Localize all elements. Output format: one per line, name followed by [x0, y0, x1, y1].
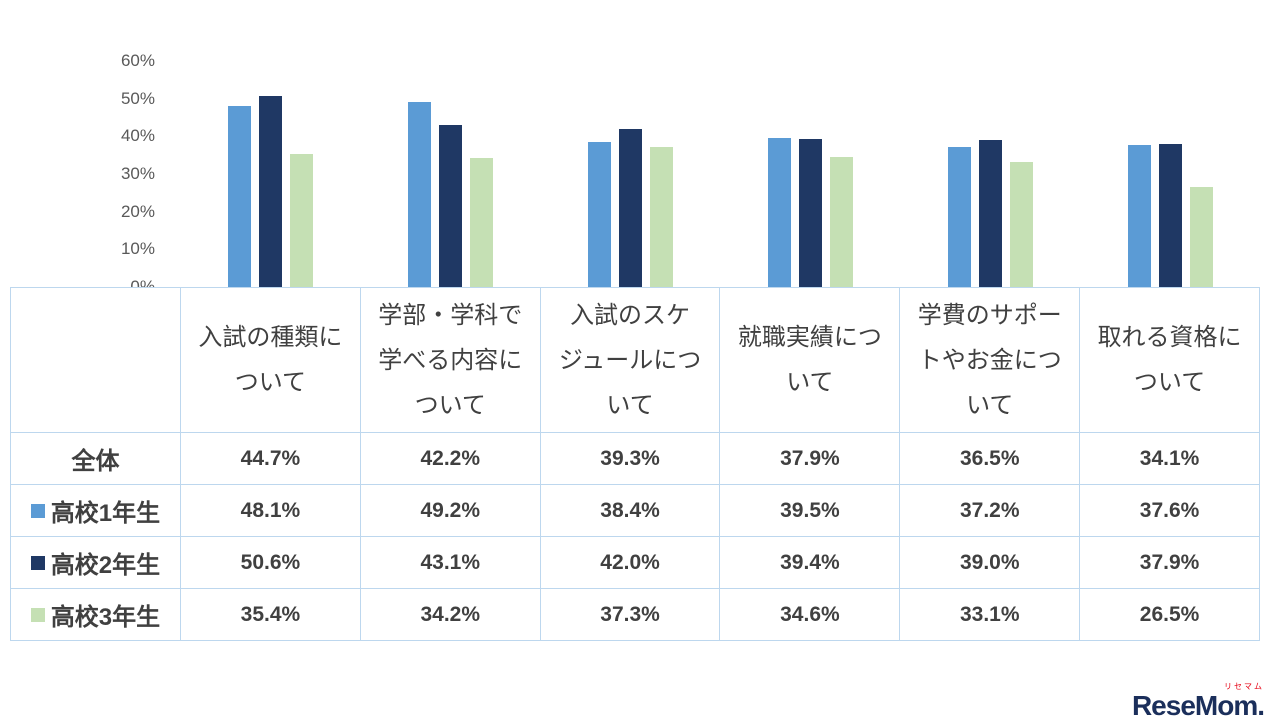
- value-cell: 38.4%: [540, 485, 721, 537]
- bar-高校3年生: [1009, 162, 1033, 287]
- category-header-cell: 入試のスケ ジュールにつ いて: [540, 288, 721, 433]
- y-tick-label: 60%: [120, 51, 155, 70]
- bar-高校2年生: [258, 96, 282, 287]
- resemom-logo-kana: リセマム: [1224, 682, 1264, 691]
- y-tick-label: 40%: [120, 126, 155, 146]
- bar-高校2年生: [978, 140, 1002, 287]
- row-label-cell: 高校2年生: [11, 537, 181, 589]
- category-header-cell: 取れる資格に ついて: [1080, 288, 1260, 433]
- resemom-logo: リセマム ReseMom.: [1131, 682, 1265, 721]
- resemom-logo-text: ReseMom.: [1131, 690, 1265, 721]
- value-cell: 34.2%: [360, 589, 541, 641]
- row-label-cell: 高校3年生: [11, 589, 181, 641]
- value-cell: 37.2%: [900, 485, 1081, 537]
- value-cell: 49.2%: [360, 485, 541, 537]
- value-cell: 35.4%: [181, 589, 361, 641]
- value-cell: 43.1%: [360, 537, 541, 589]
- legend-swatch: [30, 607, 45, 622]
- bar-group: [720, 61, 900, 287]
- bar-高校1年生: [947, 146, 971, 287]
- bar-group: [900, 61, 1080, 287]
- bar-group: [540, 61, 720, 287]
- table-corner-cell: [11, 288, 181, 433]
- bar-高校3年生: [469, 158, 493, 287]
- category-header-cell: 入試の種類に ついて: [181, 288, 361, 433]
- value-cell: 26.5%: [1080, 589, 1260, 641]
- value-cell: 42.0%: [540, 537, 721, 589]
- bar-高校1年生: [587, 142, 611, 287]
- value-cell: 44.7%: [181, 433, 361, 485]
- bar-高校1年生: [407, 101, 431, 287]
- bar-高校2年生: [798, 138, 822, 287]
- bar-group: [360, 61, 540, 287]
- row-label-cell: 全体: [11, 433, 181, 485]
- y-tick-label: 20%: [120, 201, 155, 221]
- value-cell: 34.1%: [1080, 433, 1260, 485]
- value-cell: 37.9%: [720, 433, 901, 485]
- row-label-text: 高校3年生: [50, 604, 161, 631]
- y-tick-label: 30%: [120, 164, 155, 183]
- value-cell: 48.1%: [181, 485, 361, 537]
- bar-高校3年生: [649, 146, 673, 287]
- bar-高校1年生: [1127, 145, 1151, 287]
- bar-高校3年生: [829, 156, 853, 287]
- value-cell: 42.2%: [360, 433, 541, 485]
- value-cell: 33.1%: [900, 589, 1081, 641]
- value-cell: 37.9%: [1080, 537, 1260, 589]
- category-header-cell: 学部・学科で 学べる内容に ついて: [360, 288, 541, 433]
- value-cell: 37.6%: [1080, 485, 1260, 537]
- bar-高校2年生: [438, 124, 462, 287]
- value-cell: 39.0%: [900, 537, 1081, 589]
- plot-area: [180, 61, 1260, 287]
- y-tick-label: 10%: [120, 239, 155, 259]
- bar-group: [1080, 61, 1260, 287]
- value-cell: 50.6%: [181, 537, 361, 589]
- bar-高校1年生: [767, 138, 791, 287]
- row-label-text: 高校2年生: [50, 552, 161, 579]
- category-header-cell: 学費のサポー トやお金につ いて: [900, 288, 1081, 433]
- value-cell: 39.3%: [540, 433, 721, 485]
- y-axis: 60%50%40%30%20%10%0%: [55, 51, 155, 296]
- legend-swatch: [30, 555, 45, 570]
- bar-高校2年生: [618, 128, 642, 287]
- y-tick-label: 50%: [120, 88, 155, 108]
- value-cell: 37.3%: [540, 589, 721, 641]
- bar-group: [180, 61, 360, 287]
- legend-swatch: [30, 503, 45, 518]
- value-cell: 39.5%: [720, 485, 901, 537]
- data-table: 入試の種類に ついて 学部・学科で 学べる内容に ついて 入試のスケ ジュールにつ …: [10, 287, 1260, 641]
- row-label-cell: 高校1年生: [11, 485, 181, 537]
- value-cell: 34.6%: [720, 589, 901, 641]
- value-cell: 39.4%: [720, 537, 901, 589]
- row-label-text: 高校1年生: [50, 500, 161, 527]
- bar-高校3年生: [1189, 187, 1213, 287]
- row-label-text: 全体: [71, 448, 120, 475]
- category-header-cell: 就職実績につ いて: [720, 288, 901, 433]
- value-cell: 36.5%: [900, 433, 1081, 485]
- bar-高校2年生: [1158, 144, 1182, 287]
- bar-高校1年生: [227, 105, 251, 287]
- bar-高校3年生: [289, 153, 313, 287]
